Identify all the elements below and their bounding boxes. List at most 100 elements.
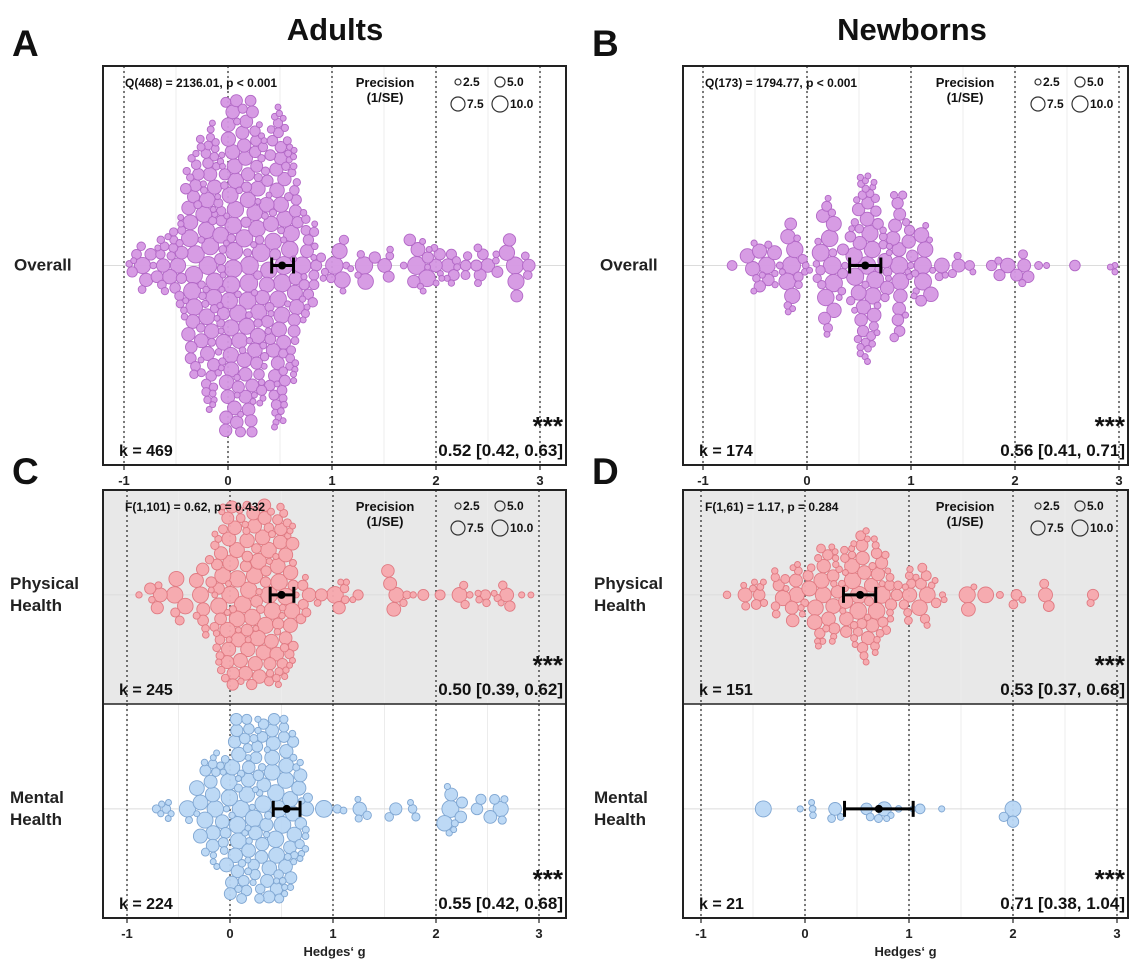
data-point [214,253,227,266]
data-point [885,249,893,257]
precision-legend-label: 7.5 [1047,521,1064,535]
data-point [150,270,164,284]
data-point [852,235,867,251]
data-point [244,414,258,428]
pooled-estimate [874,804,883,813]
data-point [832,560,840,569]
data-point [135,591,143,599]
data-point [144,248,157,261]
data-point [722,590,732,600]
data-point [784,217,798,231]
data-point [192,586,209,604]
data-point [891,313,905,327]
data-point [419,238,427,245]
data-point [257,763,267,772]
data-point [352,589,364,601]
data-point [1106,263,1114,271]
data-point [873,301,882,310]
data-point [864,344,872,353]
data-point [273,816,292,834]
data-point [267,713,281,726]
data-point [244,94,257,107]
data-point [202,631,210,639]
data-point [871,649,879,656]
data-point [784,287,801,305]
data-point [154,244,162,252]
data-point [871,541,880,550]
data-point [271,617,285,630]
data-point [470,259,483,272]
data-point [898,599,910,610]
data-point [874,814,883,823]
data-point [237,859,247,868]
data-point [289,370,298,378]
data-point [254,726,262,735]
data-point [269,290,287,308]
data-point [907,261,915,270]
data-point [208,216,218,226]
data-point [841,569,849,576]
data-point [319,274,327,282]
data-point [399,261,408,270]
data-point [219,503,227,511]
x-tick-label: 1 [328,473,335,488]
data-point [784,600,799,615]
data-point [859,211,875,227]
data-point [219,826,232,839]
precision-legend-circle [1034,78,1042,86]
x-axis-label: Hedges‘ g [874,944,936,959]
data-point [260,362,268,370]
data-point [218,357,227,366]
data-point [249,751,263,764]
data-point [349,596,357,604]
precision-legend-label: 5.0 [1087,75,1104,89]
data-point [934,257,950,274]
data-point [888,218,903,233]
data-point [884,567,892,575]
data-point [856,173,865,182]
data-point [288,204,303,218]
data-point [181,327,196,342]
data-point [767,245,782,261]
estimate-text: 0.56 [0.41, 0.71] [1000,441,1125,460]
data-point [241,520,249,529]
data-point [399,598,408,608]
data-point [203,774,218,789]
data-point [201,624,210,633]
data-point [287,324,301,338]
data-point [774,590,791,607]
data-point [492,250,500,259]
pooled-estimate [856,590,865,599]
data-point [276,502,285,512]
precision-legend-label: 2.5 [463,75,480,89]
data-point [220,131,237,147]
data-point [254,883,266,895]
data-point [188,573,204,588]
data-point [205,825,221,841]
data-point [814,627,826,639]
data-point [272,552,280,561]
data-point [185,340,198,354]
data-point [893,580,903,591]
data-point [417,588,430,601]
data-point [237,138,252,153]
data-point [817,288,835,307]
data-point [279,643,290,653]
data-point [201,387,211,397]
data-point [272,514,284,526]
data-point [213,863,221,870]
data-point [257,498,272,513]
data-point [806,266,814,274]
data-point [228,542,245,559]
data-point [339,806,348,815]
data-point [1018,279,1027,288]
data-point [199,180,207,188]
data-point [831,548,839,556]
precision-legend-label: 2.5 [1043,499,1060,513]
x-tick-label: 0 [803,473,810,488]
data-point [137,285,147,294]
data-point [233,783,243,793]
data-point [154,581,163,590]
data-point [295,613,307,625]
